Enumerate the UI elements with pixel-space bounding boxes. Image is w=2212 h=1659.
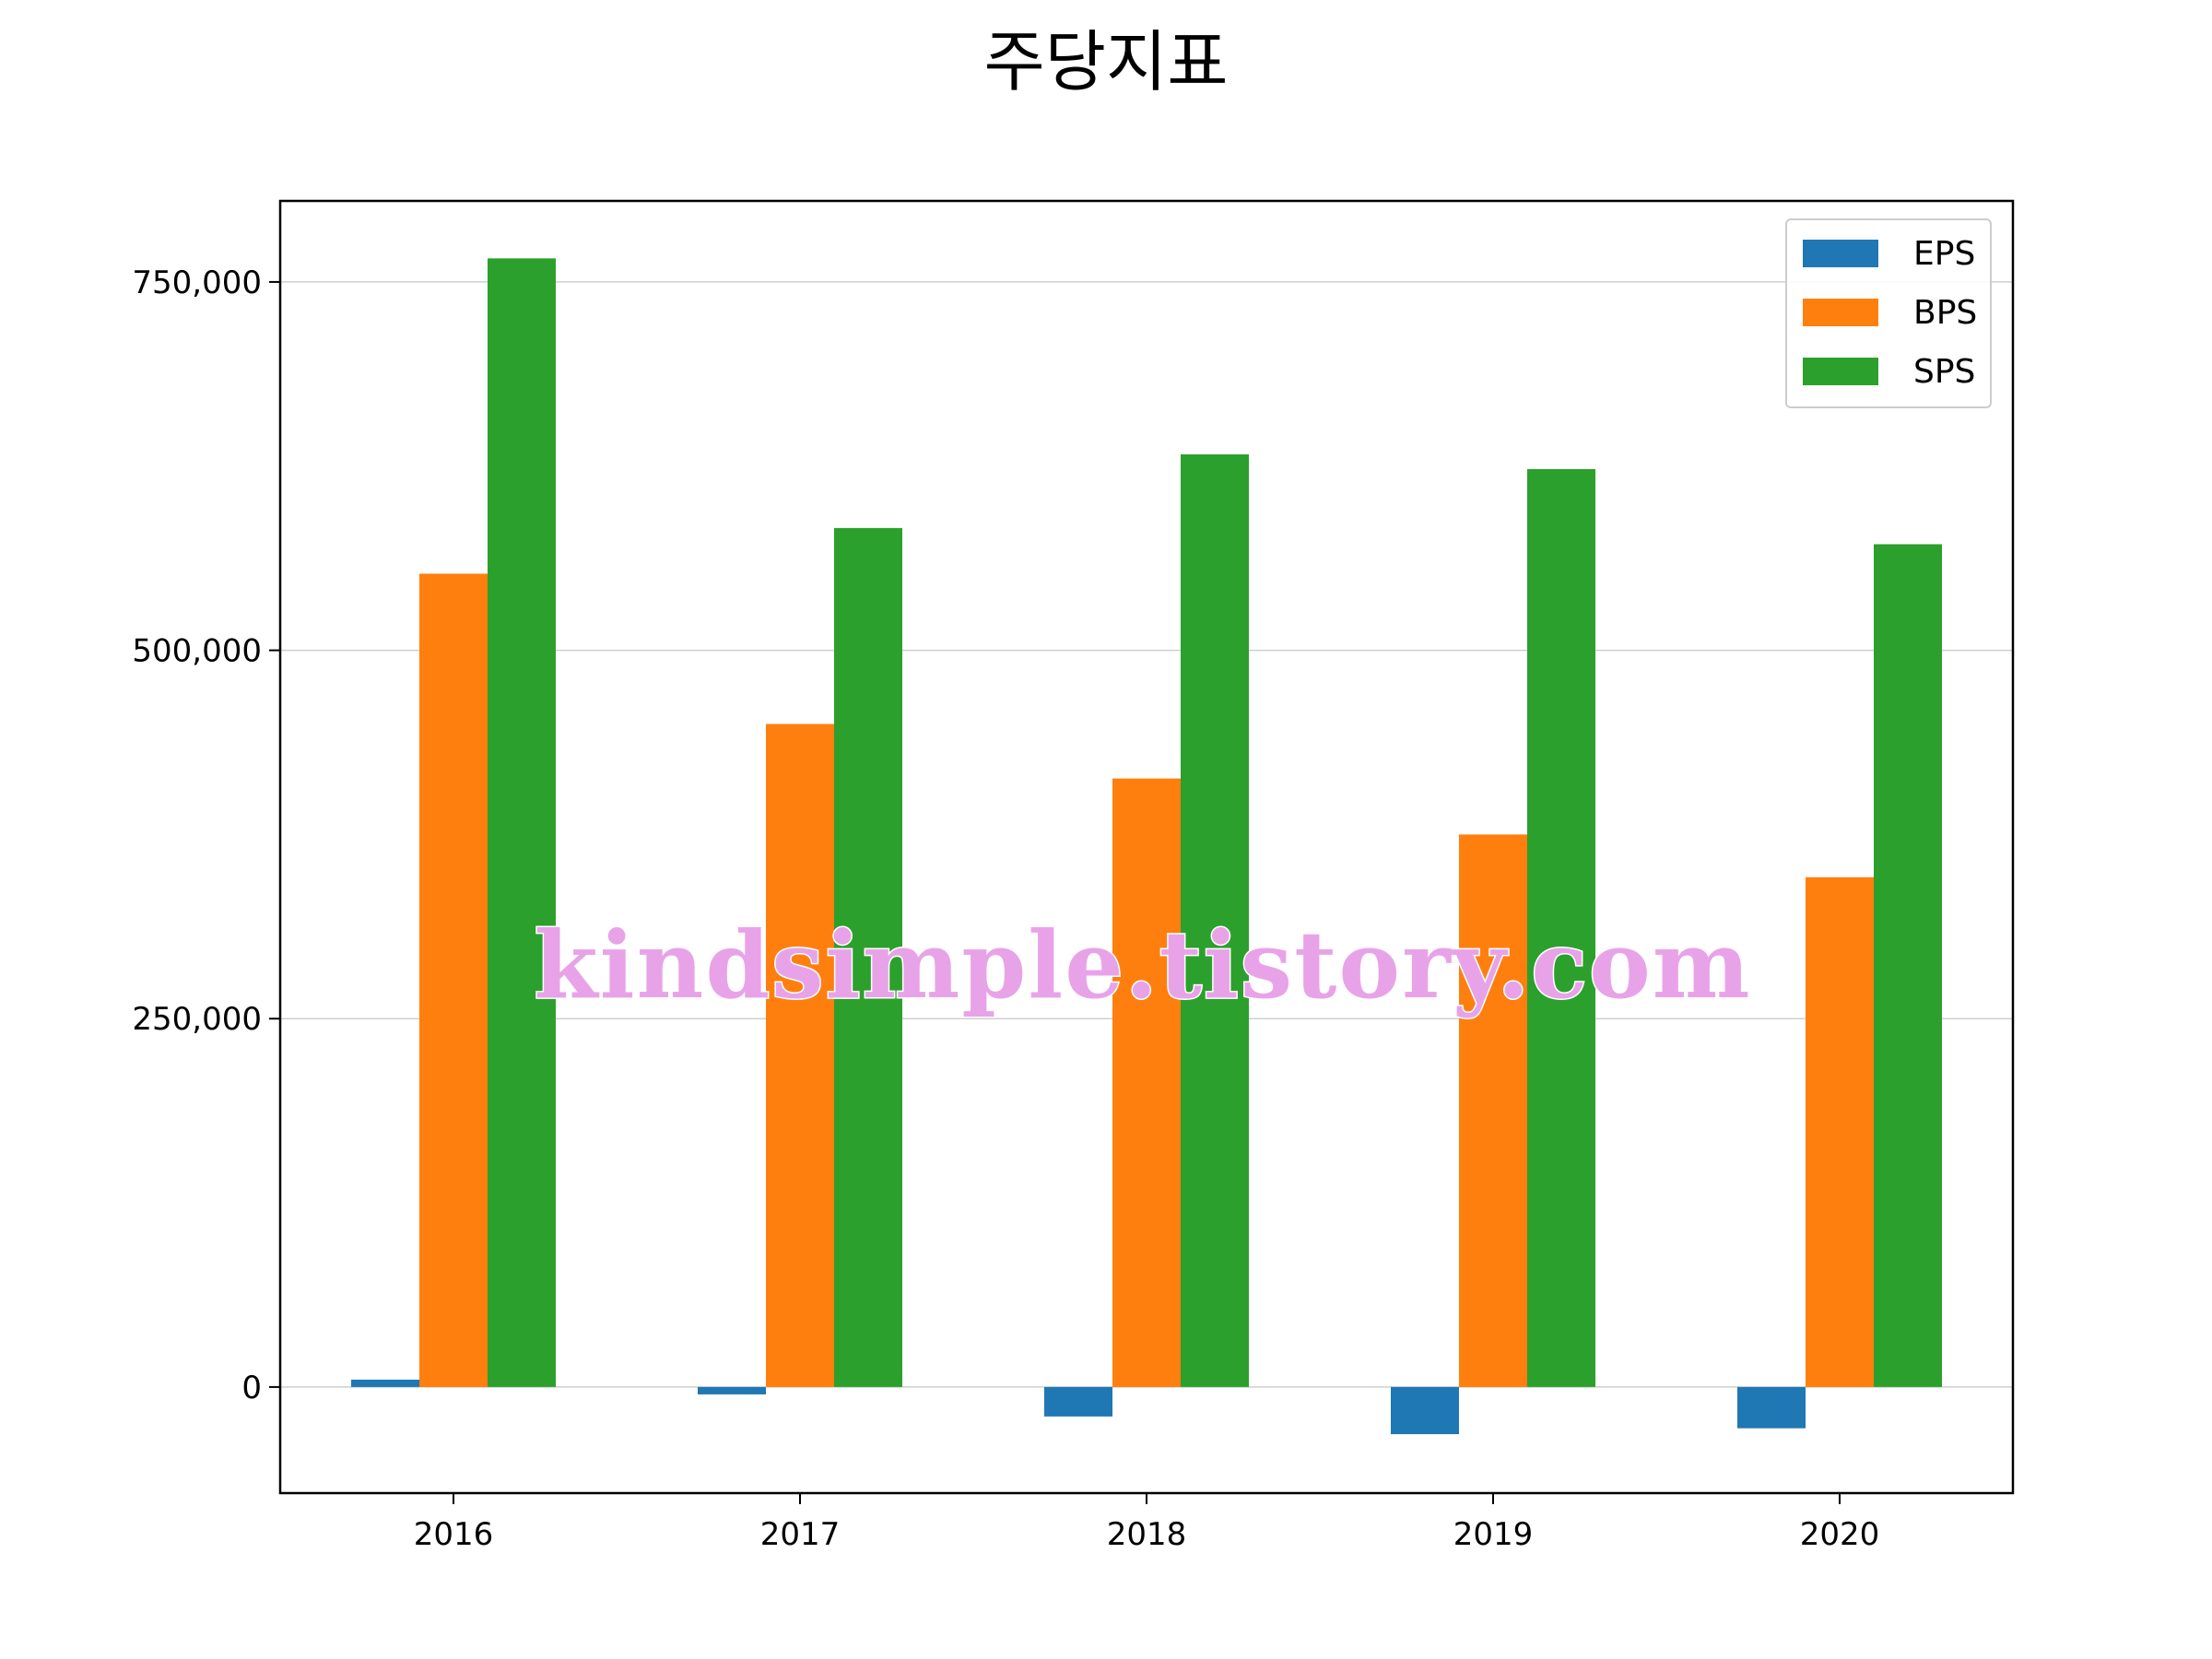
bar-bps-2019: [1459, 834, 1527, 1387]
bar-eps-2019: [1391, 1386, 1459, 1435]
y-tick-label: 750,000: [132, 265, 262, 301]
legend-label-sps: SPS: [1913, 353, 1975, 391]
x-tick-label: 2019: [1453, 1516, 1534, 1553]
y-tick-label: 0: [241, 1370, 262, 1406]
chart-title: 주당지표: [984, 23, 1229, 100]
bar-bps-2020: [1806, 877, 1874, 1387]
bar-sps-2019: [1527, 468, 1595, 1387]
bars: [351, 258, 1942, 1435]
legend-label-eps: EPS: [1913, 235, 1975, 273]
bar-eps-2017: [698, 1386, 766, 1394]
bar-eps-2020: [1737, 1386, 1806, 1429]
x-axis: 2016 2017 2018 2019 2020: [414, 1493, 1880, 1553]
bar-sps-2016: [488, 258, 556, 1387]
x-tick-label: 2017: [760, 1516, 841, 1553]
y-tick-label: 250,000: [132, 1001, 262, 1038]
bar-sps-2017: [834, 527, 902, 1387]
y-tick-label: 500,000: [132, 633, 262, 670]
bar-bps-2016: [419, 573, 488, 1387]
x-tick-label: 2020: [1800, 1516, 1880, 1553]
bar-bps-2017: [766, 724, 834, 1387]
x-tick-label: 2016: [414, 1516, 494, 1553]
bar-sps-2018: [1181, 453, 1249, 1387]
x-tick-label: 2018: [1107, 1516, 1187, 1553]
legend-label-bps: BPS: [1913, 294, 1977, 332]
bar-eps-2016: [351, 1379, 419, 1387]
watermark-text: kindsimple.tistory.com: [534, 911, 1751, 1019]
legend: EPS BPS SPS: [1785, 218, 1992, 408]
legend-swatch-sps: [1803, 358, 1878, 385]
bar-eps-2018: [1044, 1386, 1112, 1417]
bar-bps-2018: [1112, 778, 1181, 1387]
legend-swatch-eps: [1803, 240, 1878, 267]
legend-swatch-bps: [1803, 299, 1878, 326]
grid-lines: [280, 281, 2013, 1388]
y-axis: 0 250,000 500,000 750,000: [132, 265, 280, 1406]
bar-sps-2020: [1874, 544, 1942, 1387]
